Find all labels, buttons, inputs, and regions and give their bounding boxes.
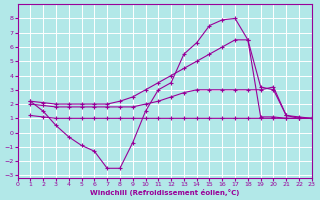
X-axis label: Windchill (Refroidissement éolien,°C): Windchill (Refroidissement éolien,°C) <box>90 189 239 196</box>
